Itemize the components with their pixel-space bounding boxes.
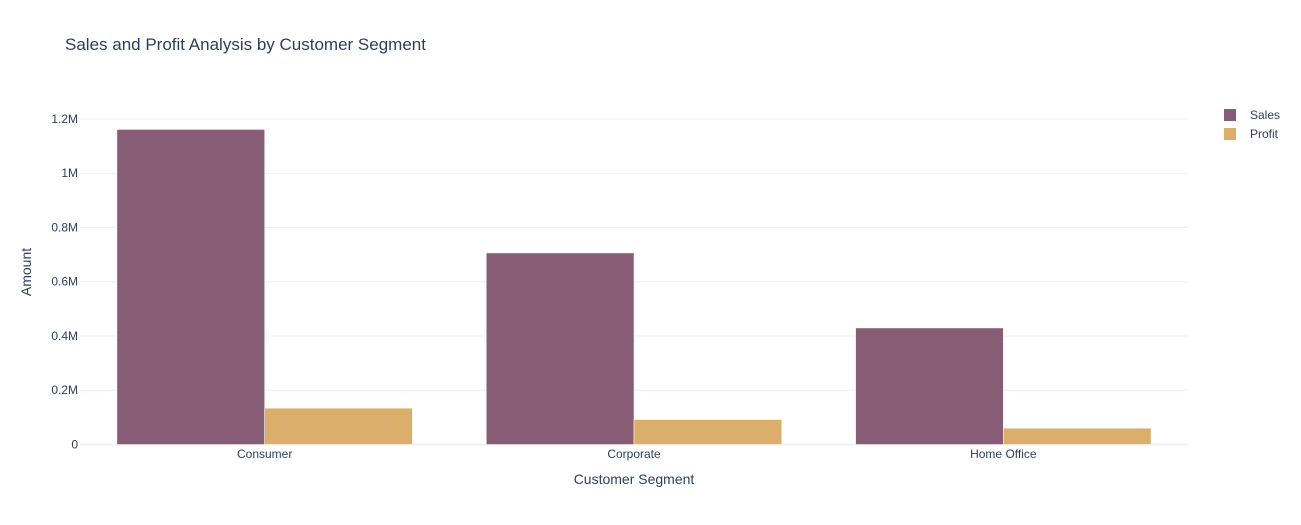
legend[interactable]: Sales Profit xyxy=(1224,108,1280,141)
y-axis-title: Amount xyxy=(18,248,34,296)
bar-profit-home-office[interactable] xyxy=(1003,427,1152,445)
bar-profit-consumer[interactable] xyxy=(264,407,413,445)
legend-swatch xyxy=(1224,109,1236,121)
y-axis-ticks: 0 0.2M 0.4M 0.6M 0.8M 1M 1.2M xyxy=(51,112,78,452)
legend-swatch xyxy=(1224,128,1236,140)
y-tick-label: 0.8M xyxy=(51,220,78,234)
legend-label: Sales xyxy=(1250,108,1280,122)
bar-sales-home-office[interactable] xyxy=(855,327,1004,445)
x-tick-label: Corporate xyxy=(607,447,661,461)
legend-item-profit[interactable]: Profit xyxy=(1224,127,1279,141)
legend-item-sales[interactable]: Sales xyxy=(1224,108,1280,122)
y-tick-label: 1.2M xyxy=(51,112,78,126)
y-tick-label: 0.6M xyxy=(51,275,78,289)
x-axis-title: Customer Segment xyxy=(574,471,695,487)
y-tick-label: 0 xyxy=(71,438,78,452)
bar-profit-corporate[interactable] xyxy=(633,419,782,445)
y-tick-label: 1M xyxy=(61,166,78,180)
legend-label: Profit xyxy=(1250,127,1279,141)
bar-sales-corporate[interactable] xyxy=(486,252,635,445)
y-tick-label: 0.4M xyxy=(51,329,78,343)
x-axis-ticks: Consumer Corporate Home Office xyxy=(237,447,1037,461)
bars[interactable] xyxy=(116,129,1152,445)
x-tick-label: Home Office xyxy=(970,447,1037,461)
bar-sales-consumer[interactable] xyxy=(116,129,265,445)
y-tick-label: 0.2M xyxy=(51,383,78,397)
x-tick-label: Consumer xyxy=(237,447,292,461)
chart-title: Sales and Profit Analysis by Customer Se… xyxy=(65,35,426,54)
